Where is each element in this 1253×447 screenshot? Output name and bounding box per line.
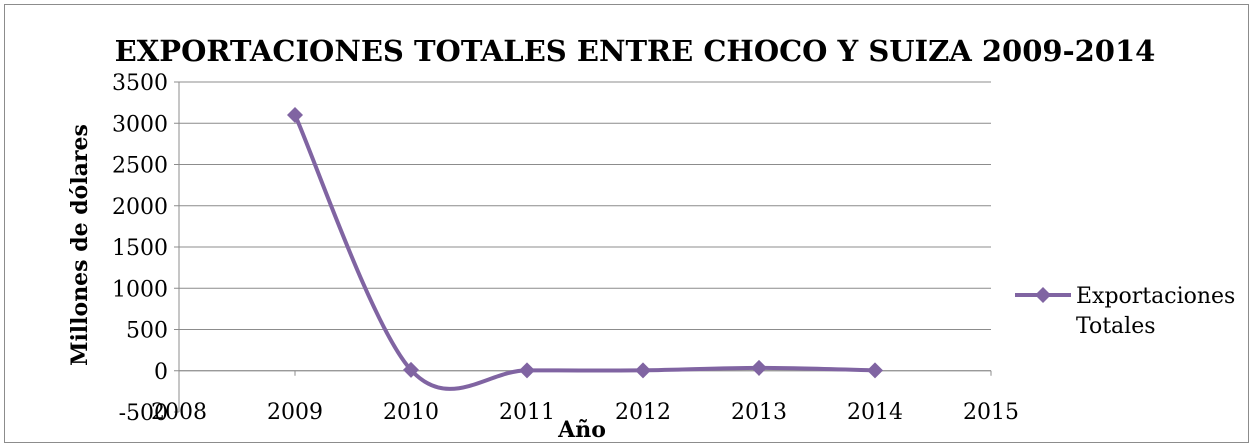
x-axis-title: Año: [557, 417, 606, 443]
data-point-marker: [867, 362, 883, 379]
x-tick-label: 2012: [615, 400, 671, 425]
y-tick-label: -500: [119, 401, 168, 426]
y-tick-label: 500: [126, 319, 168, 344]
chart-area: EXPORTACIONES TOTALES ENTRE CHOCO Y SUIZ…: [4, 4, 1249, 443]
x-tick-label: 2015: [963, 400, 1019, 425]
data-point-marker: [635, 362, 651, 379]
x-tick-label: 2010: [383, 400, 439, 425]
series-line: [293, 114, 876, 391]
data-point-marker: [403, 361, 419, 378]
x-tick-label: 2009: [267, 400, 323, 425]
y-tick-label: 2000: [112, 195, 168, 220]
x-tick-label: 2008: [151, 400, 207, 425]
data-point-marker: [519, 362, 535, 379]
series-layer: [287, 107, 883, 391]
y-tick-label: 2500: [112, 154, 168, 179]
legend: Exportaciones Totales: [1015, 284, 1242, 339]
x-tick-label: 2014: [847, 400, 903, 425]
data-point-marker: [751, 359, 767, 376]
chart-title: EXPORTACIONES TOTALES ENTRE CHOCO Y SUIZ…: [115, 34, 1156, 68]
y-tick-label: 3500: [112, 71, 168, 96]
line-chart: EXPORTACIONES TOTALES ENTRE CHOCO Y SUIZ…: [67, 34, 1242, 443]
y-tick-label: 1000: [112, 277, 168, 302]
data-point-marker: [287, 107, 303, 123]
y-axis-title: Millones de dólares: [67, 124, 93, 366]
legend-label-line-2: Totales: [1076, 314, 1156, 339]
legend-label: Exportaciones Totales: [1076, 284, 1242, 339]
y-tick-label: 1500: [112, 236, 168, 261]
y-tick-label: 3000: [112, 112, 168, 137]
x-tick-label: 2011: [499, 400, 555, 425]
y-tick-label: 0: [154, 360, 168, 385]
legend-label-line-1: Exportaciones: [1076, 284, 1235, 309]
y-axis: -500 0 500 1000 1500 2000 2500 3000 3500: [112, 71, 180, 426]
x-tick-label: 2013: [731, 400, 787, 425]
legend-diamond-marker: [1035, 287, 1051, 303]
